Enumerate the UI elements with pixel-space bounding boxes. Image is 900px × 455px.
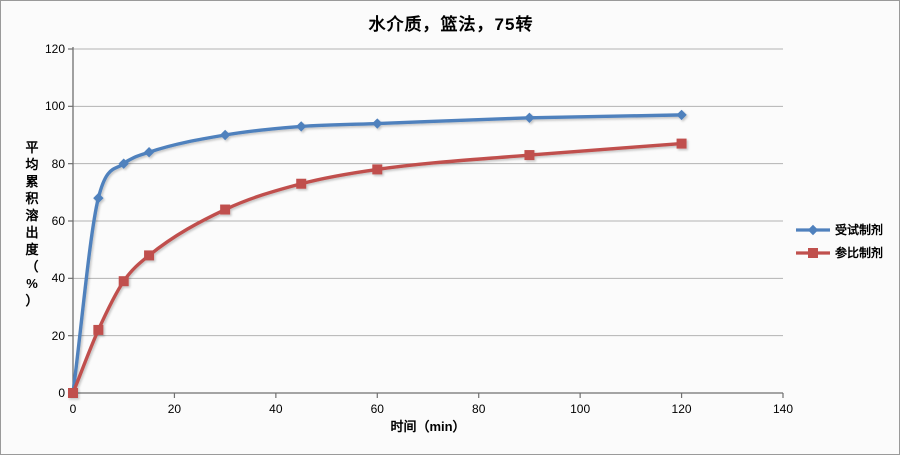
square-marker [220,204,231,215]
y-tick-label: 0 [58,386,65,400]
square-marker [296,178,307,189]
x-tick-label: 40 [269,402,283,416]
x-tick-label: 100 [570,402,591,416]
legend-item-test: 受试制剂 [795,218,883,241]
diamond-marker [219,129,231,141]
series-test [67,109,687,399]
axes [68,47,784,398]
y-tick-label: 20 [51,328,65,343]
x-tick-label: 140 [772,402,794,416]
square-marker [68,388,78,398]
series-line [71,113,684,395]
diamond-marker [93,192,104,204]
x-tick-label: 120 [671,402,692,416]
diamond-marker [143,147,155,158]
gridlines [73,48,783,337]
series-reference [68,138,687,398]
square-marker [93,324,104,335]
x-tick-label: 0 [69,402,77,416]
diamond-marker [372,118,383,129]
chart-title: 水介质，篮法，75转 [368,15,534,34]
diamond-legend-marker-icon [796,224,830,235]
y-tick-label: 40 [51,271,65,286]
legend-item-reference: 参比制剂 [795,241,883,264]
y-tick-label: 100 [44,99,65,114]
y-tick-label: 60 [51,214,65,228]
square-legend-marker-icon [796,247,830,258]
y-tick-label: 120 [44,42,65,56]
series-line [71,141,684,395]
diamond-marker [296,121,307,132]
y-axis-title: 平 均 累 积 溶 出 度 （ % ） [25,140,39,308]
square-marker [372,164,383,175]
x-axis-title: 时间（min） [390,419,466,434]
diamond-marker [676,109,687,121]
x-tick-label: 80 [472,402,486,416]
data-series [67,109,687,399]
square-marker [144,250,155,261]
square-marker [118,276,129,287]
x-tick-label: 20 [167,402,182,416]
legend: 受试制剂 参比制剂 [795,218,883,264]
legend-marker [807,224,819,235]
legend-marker [808,247,818,258]
square-marker [524,150,535,161]
legend-label: 受试制剂 [835,223,884,237]
x-tick-label: 60 [370,402,384,416]
square-marker [676,138,687,149]
legend-label: 参比制剂 [835,246,884,260]
diamond-marker [118,158,129,169]
diamond-marker [524,112,535,123]
y-tick-label: 80 [51,156,65,171]
